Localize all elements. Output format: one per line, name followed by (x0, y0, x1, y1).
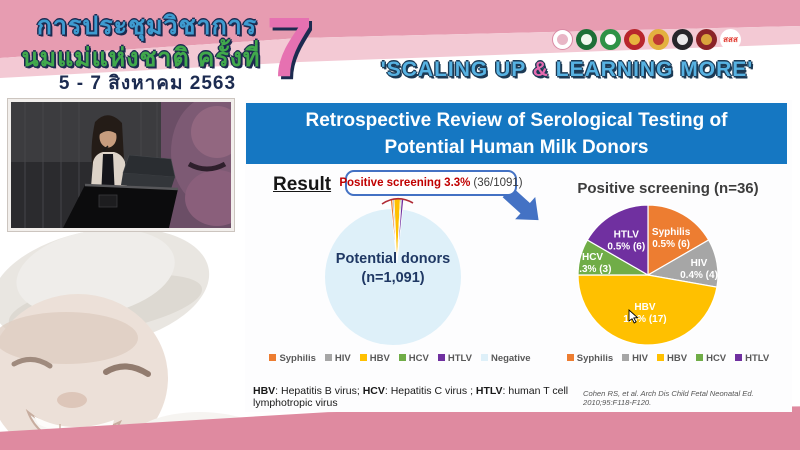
callout-detail: (36/1091) (473, 177, 523, 189)
right-pie-title: Positive screening (n=36) (577, 180, 759, 197)
pie-slice-hbv (577, 274, 718, 346)
footnote-abbr-hbv: HBV (253, 385, 276, 397)
legend-item-htlv: HTLV (735, 353, 769, 364)
legend-item-hiv: HIV (324, 353, 351, 364)
legend-item-htlv: HTLV (437, 353, 472, 364)
rajavithi-hospital-logo (624, 28, 645, 50)
abbreviation-footnote: HBV: Hepatitis B virus; HCV: Hepatitis C… (253, 385, 583, 409)
left-pie-label-line1: Potential donors (335, 251, 451, 267)
legend-item-negative: Negative (480, 353, 531, 364)
university-emblem-logo (672, 28, 693, 50)
left-pie-center-label: Potential donors (n=1,091) (308, 250, 478, 288)
positive-screening-callout: Positive screening 3.3% (36/1091) (339, 170, 523, 196)
legend-item-syphilis: Syphilis (566, 353, 613, 364)
slide-title: Retrospective Review of Serological Test… (246, 103, 787, 164)
slogan-suffix: LEARNING MORE' (548, 58, 754, 81)
legend-item-hiv: HIV (622, 353, 648, 364)
legend-item-hcv: HCV (398, 353, 429, 364)
child-health-institute-logo (648, 28, 669, 50)
presenter-scene (11, 102, 231, 228)
footnote-def-htlv: : human T cell lymphotropic virus (253, 385, 569, 409)
mouse-cursor-icon (628, 308, 639, 324)
slogan-prefix: 'SCALING UP (380, 58, 533, 81)
slide-area: Retrospective Review of Serological Test… (245, 100, 792, 412)
slogan-ampersand: & (532, 58, 549, 81)
footnote-abbr-htlv: HTLV (475, 385, 503, 397)
left-pie-label-line2: (n=1,091) (361, 270, 425, 286)
conference-title-line2: นมแม่แห่งชาติ ครั้งที่ (21, 44, 261, 72)
mother-child-foundation-logo (552, 28, 573, 50)
medical-council-logo (696, 28, 717, 50)
potential-donors-pie-chart (325, 197, 461, 345)
positive-screening-pie-chart: Syphilis 0.5% (6) HIV 0.4% (4) HBV 1.6% (17) H… (574, 204, 719, 346)
ministry-public-health-logo (576, 28, 597, 50)
result-label: Result (273, 174, 332, 195)
footnote-def-hcv: : Hepatitis C virus ; (384, 385, 476, 397)
left-pie-legend: Syphilis HIV HBV HCV HTLV Negative (255, 353, 545, 364)
legend-item-syphilis: Syphilis (269, 353, 316, 364)
presenter-video (8, 99, 234, 231)
conference-dates: 5 - 7 สิงหาคม 2563 (58, 73, 237, 94)
footnote-def-hbv: : Hepatitis B virus; (275, 385, 363, 397)
legend-item-hcv: HCV (696, 353, 726, 364)
edition-number: 7 (266, 0, 313, 94)
conference-title-line1: การประชุมวิชาการ (36, 12, 258, 40)
reference-citation: Cohen RS, et al. Arch Dis Child Fetal Ne… (583, 389, 754, 407)
legend-item-hbv: HBV (359, 353, 390, 364)
legend-item-hbv: HBV (657, 353, 687, 364)
conference-banner: การประชุมวิชาการ นมแม่แห่งชาติ ครั้งที่ … (0, 0, 800, 97)
footnote-abbr-hcv: HCV (362, 385, 385, 397)
callout-highlight: Positive screening 3.3% (339, 177, 471, 189)
right-pie-legend: Syphilis HIV HBV HCV HTLV (553, 353, 783, 364)
thai-health-promotion-logo: สสส (720, 28, 741, 50)
conference-slogan: 'SCALING UP & LEARNING MORE' (338, 58, 796, 82)
partner-logos: สสส (552, 26, 752, 52)
department-of-health-logo (600, 28, 621, 50)
pie-slice-syphilis (647, 204, 710, 277)
pie-slice-htlv (586, 204, 649, 277)
baby-photo-background (0, 227, 246, 450)
